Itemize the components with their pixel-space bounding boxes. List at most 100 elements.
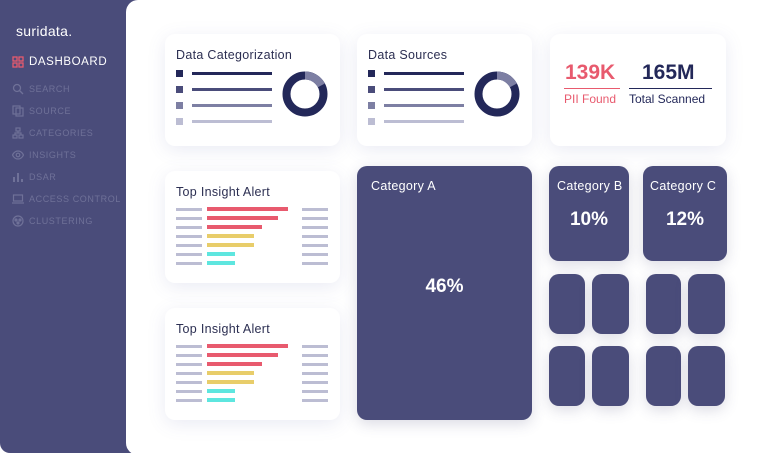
- alert-row: [176, 389, 328, 394]
- sidebar-item-label: SEARCH: [29, 84, 71, 94]
- tile-percentage: 46%: [425, 276, 464, 297]
- tile-percentage: 10%: [569, 209, 609, 230]
- legend-bar: [192, 119, 272, 123]
- legend-bar: [192, 103, 272, 107]
- placeholder-tile[interactable]: [549, 274, 585, 334]
- alert-bar: [207, 398, 235, 402]
- sidebar-item-label: SOURCE: [29, 106, 72, 116]
- alert-row: [176, 362, 328, 367]
- category-b-tile[interactable]: Category B 10%: [549, 166, 629, 261]
- legend-bar: [192, 71, 272, 75]
- alert-row: [176, 371, 328, 376]
- sidebar-item-access-control[interactable]: ACCESS CONTROL: [12, 188, 126, 210]
- legend-row: [176, 85, 272, 93]
- insight-alert-card[interactable]: Top Insight Alert: [165, 171, 340, 283]
- legend-row: [176, 117, 272, 125]
- tile-percentage: 12%: [665, 209, 705, 230]
- legend-swatch: [368, 101, 375, 109]
- card-title: Top Insight Alert: [176, 185, 271, 199]
- category-c-tile[interactable]: Category C 12%: [643, 166, 727, 261]
- legend-bar: [192, 87, 272, 91]
- legend-bar: [384, 87, 464, 91]
- placeholder-tile[interactable]: [592, 346, 629, 406]
- placeholder-tile[interactable]: [549, 346, 585, 406]
- tile-title: Category A: [371, 179, 436, 193]
- sidebar-item-label: DASHBOARD: [29, 56, 108, 68]
- sidebar-item-label: CLUSTERING: [29, 216, 94, 226]
- legend-swatch: [176, 117, 183, 125]
- total-scanned-underline: [629, 88, 712, 89]
- alert-bar: [207, 243, 254, 247]
- sidebar-item-dashboard[interactable]: DASHBOARD: [12, 54, 126, 70]
- legend-bar: [384, 71, 464, 75]
- sidebar-item-label: INSIGHTS: [29, 150, 77, 160]
- sidebar-item-insights[interactable]: INSIGHTS: [12, 144, 126, 166]
- laptop-lock-icon: [12, 193, 24, 205]
- stats-card[interactable]: 139K PII Found 165M Total Scanned: [550, 34, 726, 146]
- alert-row: [176, 344, 328, 349]
- data-categorization-card[interactable]: Data Categorization: [165, 34, 340, 146]
- legend-swatch: [368, 85, 375, 93]
- placeholder-tile[interactable]: [688, 274, 725, 334]
- alert-bars: [176, 207, 328, 270]
- alert-bar: [207, 362, 262, 366]
- legend-swatch: [176, 85, 183, 93]
- search-icon: [12, 83, 24, 95]
- total-scanned-value: 165M: [642, 61, 695, 84]
- alert-bar: [207, 353, 278, 357]
- legend-row: [368, 101, 464, 109]
- sidebar-nav: DASHBOARD SEARCH SOURCE CATEGORIES INSIG…: [12, 54, 126, 232]
- alert-bar: [207, 252, 235, 256]
- sidebar: suridata. DASHBOARD SEARCH SOURCE CATEGO…: [0, 0, 150, 453]
- sidebar-item-dsar[interactable]: DSAR: [12, 166, 126, 188]
- sidebar-item-label: ACCESS CONTROL: [29, 194, 121, 204]
- sidebar-item-label: CATEGORIES: [29, 128, 94, 138]
- legend-swatch: [176, 101, 183, 109]
- pii-found-label: PII Found: [564, 92, 617, 106]
- sidebar-item-categories[interactable]: CATEGORIES: [12, 122, 126, 144]
- eye-icon: [12, 149, 24, 161]
- donut-chart: [282, 71, 328, 117]
- legend-row: [176, 69, 272, 77]
- placeholder-tile[interactable]: [688, 346, 725, 406]
- alert-bar: [207, 216, 278, 220]
- placeholder-tile[interactable]: [646, 274, 681, 334]
- alert-bar: [207, 234, 254, 238]
- legend-row: [368, 117, 464, 125]
- legend-row: [368, 85, 464, 93]
- sidebar-item-clustering[interactable]: CLUSTERING: [12, 210, 126, 232]
- donut-segment: [282, 71, 328, 117]
- legend-bar: [384, 119, 464, 123]
- tile-title: Category C: [650, 179, 717, 193]
- donut-segment: [474, 71, 520, 117]
- app-logo: suridata.: [16, 23, 73, 39]
- alert-bar: [207, 344, 288, 348]
- card-title: Top Insight Alert: [176, 322, 271, 336]
- alert-row: [176, 398, 328, 403]
- insight-alert-card[interactable]: Top Insight Alert: [165, 308, 340, 420]
- sidebar-item-source[interactable]: SOURCE: [12, 100, 126, 122]
- dashboard-grid-icon: [12, 56, 24, 68]
- sidebar-item-search[interactable]: SEARCH: [12, 78, 126, 100]
- card-title: Data Sources: [368, 48, 448, 62]
- legend-row: [368, 69, 464, 77]
- categories-tree-icon: [12, 127, 24, 139]
- sidebar-item-label: DSAR: [29, 172, 57, 182]
- alert-row: [176, 380, 328, 385]
- cluster-icon: [12, 215, 24, 227]
- legend-swatch: [368, 69, 375, 77]
- pii-found-underline: [564, 88, 620, 89]
- placeholder-tile[interactable]: [592, 274, 629, 334]
- legend-list: [176, 69, 272, 133]
- pii-found-value: 139K: [565, 61, 616, 84]
- category-a-tile[interactable]: Category A 46%: [357, 166, 532, 420]
- legend-swatch: [176, 69, 183, 77]
- alert-row: [176, 207, 328, 212]
- legend-list: [368, 69, 464, 133]
- placeholder-tile[interactable]: [646, 346, 681, 406]
- bar-chart-icon: [12, 171, 24, 183]
- data-sources-card[interactable]: Data Sources: [357, 34, 532, 146]
- legend-row: [176, 101, 272, 109]
- source-pages-icon: [12, 105, 24, 117]
- donut-chart: [474, 71, 520, 117]
